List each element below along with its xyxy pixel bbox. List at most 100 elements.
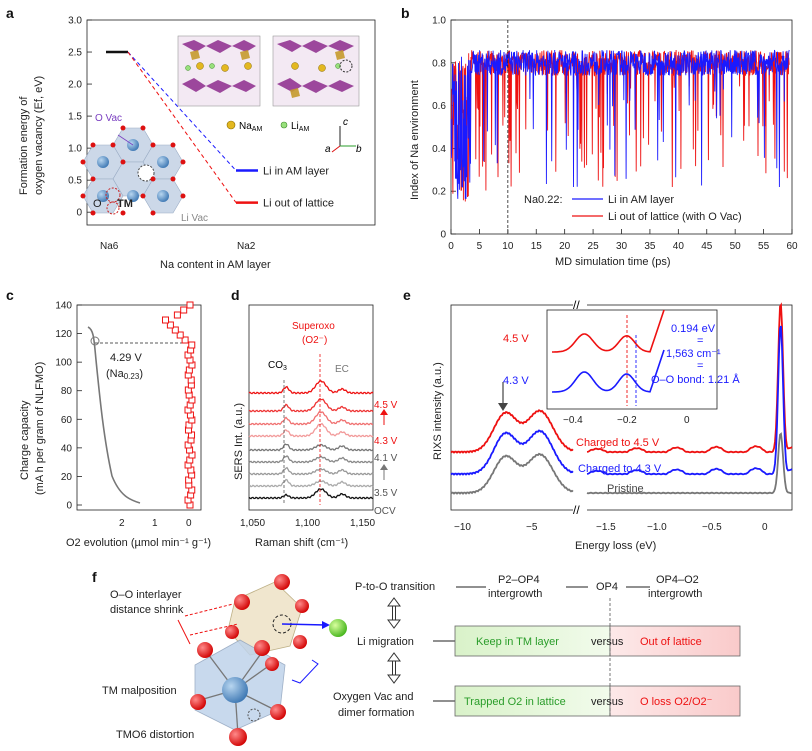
series-li-in-am xyxy=(450,49,790,199)
svg-text:0: 0 xyxy=(684,415,690,426)
y-tick-label-a: 2.5 xyxy=(68,48,82,59)
y-axis-label-e: RIXS intensity (a.u.) xyxy=(432,362,444,460)
y-tick-label-c: 140 xyxy=(55,301,72,312)
y-tick-label-a: 3.0 xyxy=(68,16,82,27)
raman-trace xyxy=(248,397,374,413)
rixs-spectra xyxy=(450,302,793,495)
y-tick-label-c: 0 xyxy=(66,501,72,512)
svg-text:b: b xyxy=(356,144,362,155)
x-tick-c-1: 1 xyxy=(152,518,158,529)
double-arrow-2 xyxy=(387,652,401,684)
arrow-head-gray xyxy=(380,464,388,470)
voltage-label-ocv: OCV xyxy=(374,506,396,517)
panel-e: // // −10 −5 −1.5 −1.0 −0.5 0 Energy los… xyxy=(432,296,793,552)
x-tick-d-1050: 1,050 xyxy=(240,518,265,529)
inset-label-45: 4.5 V xyxy=(503,333,529,345)
onset-na-label: (Na0.23) xyxy=(106,368,143,381)
x-tick-e-m05: −0.5 xyxy=(702,522,722,533)
x-tick-label-b: 50 xyxy=(730,241,742,252)
y-axis-label-a-2: oxygen vacancy (Ef, eV) xyxy=(33,76,45,195)
y-axis-label-c-1: Charge capacity xyxy=(19,400,31,480)
o2-point xyxy=(186,301,194,309)
y-ticks-a: 0 0.5 1.0 1.5 2.0 2.5 3.0 xyxy=(68,16,92,219)
o2-point xyxy=(176,331,184,339)
f-label-tmo6: TMO6 distortion xyxy=(116,729,194,741)
y-tick-label-a: 2.0 xyxy=(68,80,82,91)
interlayer-distance-1 xyxy=(184,603,234,617)
o2-point xyxy=(166,321,174,329)
panel-label-a: a xyxy=(6,5,14,21)
legend-li-out: Li out of lattice xyxy=(263,198,334,210)
y-tick-label-b: 0.4 xyxy=(432,144,446,155)
o2-point xyxy=(181,336,189,344)
li-ball-icon xyxy=(280,121,288,129)
dashed-connector-red xyxy=(127,51,237,203)
f-oloss-label: O loss O2/O2⁻ xyxy=(640,696,713,708)
onset-voltage-label: 4.29 V xyxy=(110,352,142,364)
o-label: O xyxy=(93,198,102,210)
x-tick-c-2: 2 xyxy=(119,518,125,529)
y-axis-label-c-2: (mA h per gram of NLFMO) xyxy=(34,362,46,495)
dashed-connector-blue xyxy=(127,51,237,171)
inset-label-43: 4.3 V xyxy=(503,375,529,387)
f-stage-1b: intergrowth xyxy=(488,588,542,600)
y-tick-label-a: 0 xyxy=(76,208,82,219)
y-tick-label-a: 1.5 xyxy=(68,112,82,123)
legend-box-b xyxy=(522,187,786,227)
distortion-bracket xyxy=(291,659,319,684)
box-out-of-lattice xyxy=(609,625,741,657)
x-tick-label-b: 45 xyxy=(701,241,713,252)
o2-point xyxy=(162,316,169,324)
f-stage-3b: intergrowth xyxy=(648,588,702,600)
axes-frame-d xyxy=(248,304,374,511)
x-axis-label-b: MD simulation time (ps) xyxy=(555,256,671,268)
x-axis-label-a: Na content in AM layer xyxy=(160,259,271,271)
o2-point xyxy=(173,311,181,319)
y-tick-label-c: 20 xyxy=(61,472,73,483)
f-versus-1: versus xyxy=(591,636,624,648)
interlayer-distance-2 xyxy=(189,623,239,636)
raman-trace xyxy=(248,422,374,438)
raman-trace xyxy=(248,411,374,426)
x-tick-e-m10b: −1.0 xyxy=(647,522,667,533)
x-tick-label-b: 60 xyxy=(786,241,798,252)
raman-trace xyxy=(249,478,374,488)
li-am-label: LiAM xyxy=(291,121,309,133)
svg-text:c: c xyxy=(343,117,348,128)
f-trapped-label: Trapped O2 in lattice xyxy=(464,696,566,708)
f-out-label: Out of lattice xyxy=(640,636,702,648)
f-stage-2: OP4 xyxy=(596,581,618,593)
onset-marker xyxy=(90,336,100,346)
x-tick-label-b: 35 xyxy=(644,241,656,252)
inset-eq-1: = xyxy=(697,335,703,347)
rixs-inset: −0.4 −0.2 0 xyxy=(546,309,718,426)
crystal-structure-images xyxy=(177,35,360,107)
svg-text:−0.2: −0.2 xyxy=(617,415,637,426)
panel-f-structure xyxy=(177,574,347,746)
o-vac-label: O Vac xyxy=(95,113,122,124)
raman-spectra xyxy=(248,379,374,500)
y-tick-label-c: 100 xyxy=(55,358,72,369)
x-tick-label-b: 10 xyxy=(502,241,514,252)
legend-li-in-am-b: Li in AM layer xyxy=(608,194,674,206)
y-tick-label-a: 0.5 xyxy=(68,176,82,187)
o2-point xyxy=(180,306,188,314)
na-am-label: NaAM xyxy=(239,121,262,133)
raman-trace xyxy=(248,488,374,500)
ec-label: EC xyxy=(335,364,349,375)
li-atom xyxy=(329,619,347,637)
f-row3-label-1: Oxygen Vac and xyxy=(333,691,414,703)
hexagonal-vacancy-inset xyxy=(80,125,186,216)
rixs-trace-left xyxy=(450,409,574,454)
axes-frame-c xyxy=(76,304,202,511)
voltage-label-43: 4.3 V xyxy=(374,436,398,447)
f-versus-2: versus xyxy=(591,696,624,708)
box-trapped-o2 xyxy=(454,685,611,717)
x-tick-label-b: 55 xyxy=(758,241,770,252)
tm-label: TM xyxy=(117,198,133,210)
axis-break-bottom: // xyxy=(573,503,580,517)
x-tick-e-m5: −5 xyxy=(526,522,538,533)
y-tick-label-b: 0.6 xyxy=(432,101,446,112)
x-tick-d-1100: 1,100 xyxy=(295,518,320,529)
